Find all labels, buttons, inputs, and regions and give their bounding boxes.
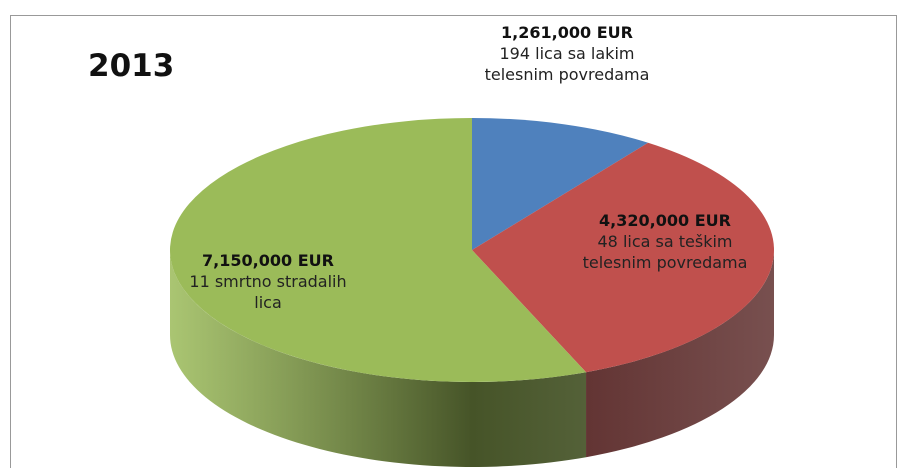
data-label: 1,261,000 EUR 194 lica sa lakim telesnim … bbox=[482, 22, 652, 85]
value-label: 4,320,000 EUR bbox=[599, 211, 731, 230]
pie-slice bbox=[170, 118, 587, 383]
value-label: 1,261,000 EUR bbox=[501, 23, 633, 42]
category-label: 11 smrtno stradalih lica bbox=[189, 272, 347, 312]
data-label: 7,150,000 EUR 11 smrtno stradalih lica bbox=[178, 250, 358, 313]
chart-title: 2013 bbox=[88, 48, 175, 84]
category-label: 48 lica sa teškim telesnim povredama bbox=[582, 232, 748, 272]
pie-slice bbox=[472, 142, 774, 373]
slice-side bbox=[586, 250, 774, 458]
slice-side bbox=[170, 250, 587, 468]
chart-border bbox=[10, 15, 897, 468]
data-label: 4,320,000 EUR 48 lica sa teškim telesnim … bbox=[580, 210, 750, 273]
category-label: 194 lica sa lakim telesnim povredama bbox=[484, 44, 650, 84]
pie-slice bbox=[472, 118, 649, 250]
value-label: 7,150,000 EUR bbox=[202, 251, 334, 270]
